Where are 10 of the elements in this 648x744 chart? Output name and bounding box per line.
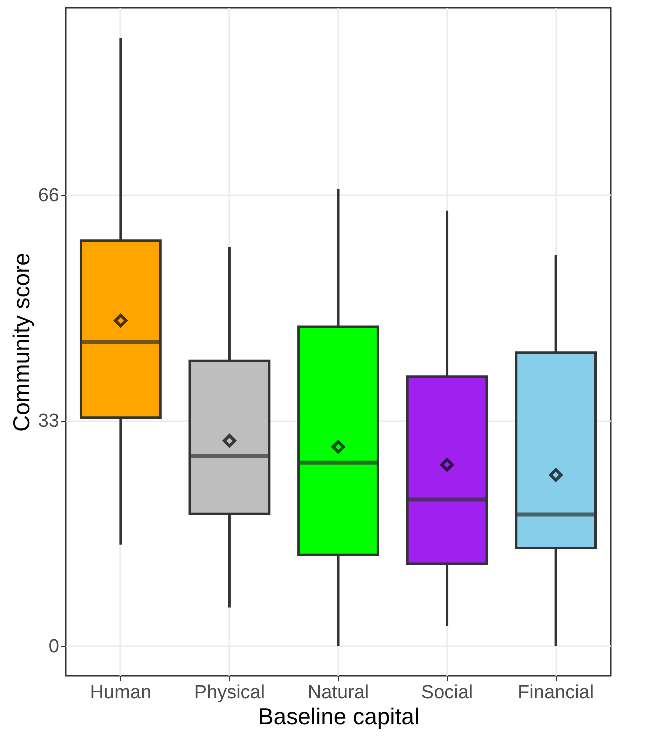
y-tick-label: 66 — [38, 186, 60, 207]
y-tick-label: 33 — [38, 411, 60, 432]
x-axis-title: Baseline capital — [258, 704, 420, 730]
x-tick-label: Financial — [518, 682, 594, 704]
x-tick-label: Natural — [308, 682, 370, 704]
y-tick-label: 0 — [48, 636, 60, 658]
x-tick-label: Physical — [194, 682, 266, 704]
x-tick-label: Social — [421, 682, 474, 704]
y-axis-title: Community score — [8, 253, 34, 432]
x-tick-label: Human — [90, 682, 152, 704]
